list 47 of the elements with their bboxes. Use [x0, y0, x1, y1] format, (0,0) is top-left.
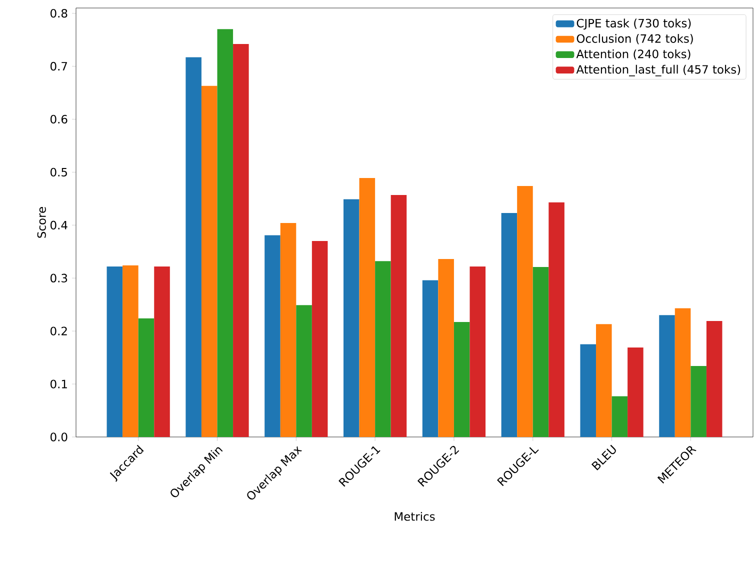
bar — [674, 308, 691, 437]
bar — [138, 318, 154, 437]
bar — [344, 199, 360, 437]
legend-label: Attention_last_full (457 toks) — [576, 64, 740, 76]
y-tick-label: 0.4 — [50, 220, 68, 230]
bar — [454, 322, 470, 437]
bar — [201, 86, 218, 437]
x-axis-title: Metrics — [394, 512, 435, 521]
legend-label: Occlusion (742 toks) — [576, 34, 693, 44]
y-tick-label: 0.8 — [50, 8, 68, 18]
y-tick-label: 0.1 — [50, 380, 67, 388]
bar — [122, 265, 138, 437]
bar — [532, 266, 549, 437]
y-axis-title: Score — [37, 207, 46, 238]
bar — [154, 266, 170, 437]
bar — [390, 194, 407, 437]
bar — [422, 280, 438, 437]
y-tick-label: 0.5 — [50, 168, 67, 177]
bar — [612, 396, 628, 437]
bar — [375, 261, 391, 437]
bar — [312, 241, 328, 437]
bar — [438, 259, 454, 437]
bar — [690, 366, 706, 437]
y-tick-label: 0.3 — [50, 274, 68, 282]
bar — [217, 29, 234, 437]
y-tick-label: 0.0 — [50, 432, 68, 442]
bar — [359, 178, 376, 437]
bar — [596, 324, 612, 437]
bar — [280, 223, 296, 437]
bar — [501, 212, 518, 437]
bar — [186, 57, 202, 437]
bar — [628, 347, 644, 437]
y-tick-label: 0.2 — [50, 326, 67, 336]
bar — [706, 321, 722, 437]
bar — [470, 266, 486, 437]
bar — [106, 266, 123, 437]
y-tick-label: 0.7 — [50, 62, 68, 71]
legend-label: CJPE task (730 toks) — [576, 18, 691, 30]
bar — [233, 44, 249, 437]
bar — [659, 315, 675, 437]
y-tick-label: 0.6 — [50, 114, 68, 124]
legend-label: Attention (240 toks) — [576, 49, 690, 60]
bar — [517, 186, 533, 437]
bar — [264, 235, 280, 437]
bar — [580, 344, 596, 437]
bar — [296, 305, 312, 437]
bar — [548, 202, 564, 437]
